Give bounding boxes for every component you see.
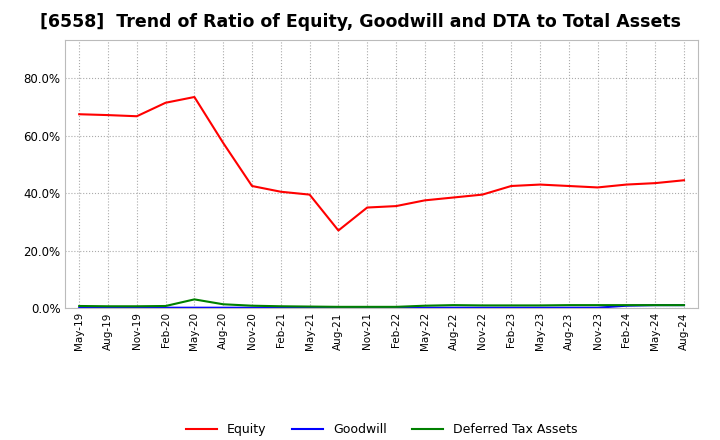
Deferred Tax Assets [132, 304, 141, 309]
Equity [449, 195, 458, 200]
Equity [219, 140, 228, 146]
Equity [305, 192, 314, 197]
Goodwill [651, 302, 660, 308]
Goodwill [248, 305, 256, 310]
Goodwill [132, 305, 141, 310]
Goodwill [536, 305, 544, 310]
Equity [507, 183, 516, 189]
Equity [104, 113, 112, 118]
Deferred Tax Assets [104, 304, 112, 309]
Equity [132, 114, 141, 119]
Equity [564, 183, 573, 189]
Deferred Tax Assets [334, 304, 343, 309]
Goodwill [507, 305, 516, 310]
Deferred Tax Assets [507, 303, 516, 308]
Deferred Tax Assets [75, 303, 84, 308]
Deferred Tax Assets [536, 303, 544, 308]
Goodwill [104, 305, 112, 310]
Deferred Tax Assets [363, 304, 372, 309]
Text: [6558]  Trend of Ratio of Equity, Goodwill and DTA to Total Assets: [6558] Trend of Ratio of Equity, Goodwil… [40, 13, 680, 31]
Equity [622, 182, 631, 187]
Deferred Tax Assets [161, 303, 170, 308]
Equity [248, 183, 256, 189]
Equity [593, 185, 602, 190]
Line: Equity: Equity [79, 97, 684, 231]
Deferred Tax Assets [276, 304, 285, 309]
Deferred Tax Assets [305, 304, 314, 309]
Goodwill [420, 305, 429, 310]
Equity [334, 228, 343, 233]
Deferred Tax Assets [680, 302, 688, 308]
Deferred Tax Assets [478, 303, 487, 308]
Goodwill [449, 305, 458, 310]
Goodwill [478, 305, 487, 310]
Equity [161, 100, 170, 106]
Equity [651, 180, 660, 186]
Deferred Tax Assets [449, 302, 458, 308]
Line: Deferred Tax Assets: Deferred Tax Assets [79, 299, 684, 307]
Deferred Tax Assets [564, 302, 573, 308]
Equity [190, 94, 199, 99]
Goodwill [190, 305, 199, 310]
Goodwill [363, 305, 372, 310]
Goodwill [622, 303, 631, 308]
Goodwill [334, 305, 343, 310]
Legend: Equity, Goodwill, Deferred Tax Assets: Equity, Goodwill, Deferred Tax Assets [181, 418, 582, 440]
Deferred Tax Assets [593, 302, 602, 308]
Goodwill [564, 305, 573, 310]
Line: Goodwill: Goodwill [79, 305, 684, 308]
Equity [276, 189, 285, 194]
Deferred Tax Assets [219, 302, 228, 307]
Equity [478, 192, 487, 197]
Equity [363, 205, 372, 210]
Goodwill [305, 305, 314, 310]
Deferred Tax Assets [651, 302, 660, 308]
Goodwill [680, 302, 688, 308]
Goodwill [593, 305, 602, 310]
Equity [680, 178, 688, 183]
Deferred Tax Assets [420, 303, 429, 308]
Goodwill [161, 305, 170, 310]
Deferred Tax Assets [190, 297, 199, 302]
Goodwill [276, 305, 285, 310]
Equity [392, 203, 400, 209]
Goodwill [392, 305, 400, 310]
Equity [75, 112, 84, 117]
Deferred Tax Assets [248, 303, 256, 308]
Equity [420, 198, 429, 203]
Goodwill [219, 305, 228, 310]
Deferred Tax Assets [622, 302, 631, 308]
Goodwill [75, 305, 84, 310]
Deferred Tax Assets [392, 304, 400, 309]
Equity [536, 182, 544, 187]
